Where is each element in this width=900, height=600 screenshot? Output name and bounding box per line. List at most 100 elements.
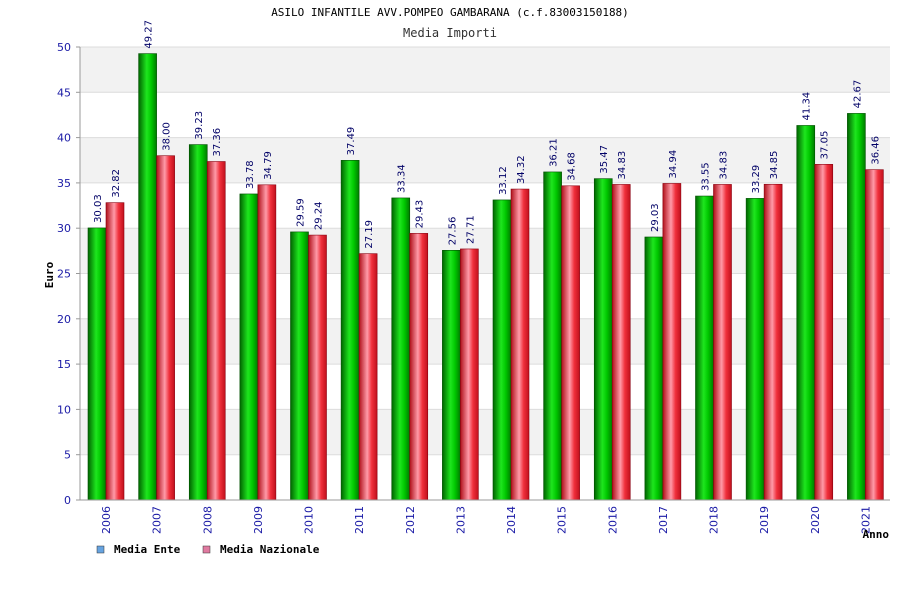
plot-band [80, 47, 890, 93]
value-label-media-ente-2008: 39.23 [194, 111, 205, 140]
y-axis-title: Euro [43, 261, 56, 288]
y-tick-label: 35 [57, 177, 71, 190]
bars [87, 53, 884, 501]
x-axis-title: Anno [863, 528, 890, 541]
value-label-media-nazionale-2017: 34.94 [668, 150, 679, 179]
bar-media-nazionale-2008 [206, 161, 226, 501]
x-tick-label-2008: 2008 [201, 506, 214, 534]
value-label-media-nazionale-2014: 34.32 [516, 155, 527, 184]
x-tick-label-2021: 2021 [859, 506, 872, 534]
x-tick-label-2007: 2007 [151, 506, 164, 534]
value-label-media-ente-2019: 33.29 [751, 165, 762, 194]
value-label-media-ente-2018: 33.55 [701, 162, 712, 191]
value-label-media-nazionale-2021: 36.46 [870, 136, 881, 165]
bar-media-nazionale-2013 [460, 248, 479, 501]
bar-media-ente-2021 [847, 113, 866, 501]
value-label-media-nazionale-2018: 34.83 [719, 151, 730, 180]
x-tick-label-2006: 2006 [100, 506, 113, 534]
chart-subtitle: Media Importi [403, 26, 497, 40]
value-label-media-ente-2009: 33.78 [245, 160, 256, 189]
bar-media-ente-2010 [290, 231, 309, 501]
x-tick-label-2016: 2016 [606, 506, 619, 534]
legend-label-media-ente: Media Ente [114, 543, 181, 556]
bar-media-nazionale-2011 [358, 253, 378, 501]
y-tick-label: 30 [57, 222, 71, 235]
bar-media-nazionale-2014 [510, 188, 530, 501]
bar-media-ente-2017 [644, 236, 664, 501]
bar-media-ente-2007 [138, 53, 157, 501]
value-label-media-nazionale-2012: 29.43 [415, 200, 426, 229]
y-tick-label: 15 [57, 358, 71, 371]
value-label-media-nazionale-2013: 27.71 [465, 215, 476, 244]
bar-media-ente-2015 [543, 171, 562, 501]
value-label-media-ente-2010: 29.59 [296, 198, 307, 227]
y-tick-label: 40 [57, 132, 71, 145]
value-label-media-nazionale-2008: 37.36 [212, 128, 223, 157]
bar-media-nazionale-2015 [561, 185, 580, 501]
bar-media-ente-2014 [492, 199, 512, 501]
x-tick-label-2019: 2019 [758, 506, 771, 534]
x-tick-label-2012: 2012 [404, 506, 417, 534]
y-tick-label: 0 [64, 494, 71, 507]
legend-swatch-media-nazionale [202, 545, 211, 554]
value-label-media-ente-2014: 33.12 [498, 166, 509, 195]
y-tick-label: 10 [57, 403, 71, 416]
value-label-media-ente-2011: 37.49 [346, 127, 357, 156]
bar-media-nazionale-2021 [865, 169, 884, 501]
value-label-media-nazionale-2015: 34.68 [567, 152, 578, 181]
y-tick-label: 50 [57, 41, 71, 54]
value-label-media-ente-2021: 42.67 [852, 80, 863, 109]
bar-media-nazionale-2009 [257, 184, 277, 501]
x-tick-label-2011: 2011 [353, 506, 366, 534]
value-label-media-ente-2015: 36.21 [549, 138, 560, 167]
value-label-media-ente-2006: 30.03 [93, 194, 104, 223]
bar-media-ente-2008 [188, 144, 208, 501]
value-label-media-nazionale-2006: 32.82 [111, 169, 122, 198]
x-tick-label-2018: 2018 [708, 506, 721, 534]
y-tick-label: 25 [57, 268, 71, 281]
x-tick-label-2013: 2013 [454, 506, 467, 534]
bar-media-nazionale-2007 [156, 155, 175, 501]
value-label-media-nazionale-2011: 27.19 [364, 220, 375, 249]
x-tick-label-2020: 2020 [809, 506, 822, 534]
bar-media-nazionale-2010 [308, 234, 327, 501]
x-axis-ticks: 2006 2007 2008 2009 2010 2011 2012 2013 2014 2015… [100, 506, 872, 534]
bar-media-nazionale-2017 [662, 183, 682, 501]
bar-media-ente-2020 [796, 125, 816, 501]
y-tick-label: 5 [64, 449, 71, 462]
value-label-media-nazionale-2010: 29.24 [314, 201, 325, 230]
x-tick-label-2010: 2010 [303, 506, 316, 534]
bar-media-nazionale-2006 [105, 202, 125, 501]
x-tick-label-2017: 2017 [657, 506, 670, 534]
legend-label-media-nazionale: Media Nazionale [220, 543, 320, 556]
value-label-media-nazionale-2007: 38.00 [162, 122, 173, 151]
value-label-media-nazionale-2019: 34.85 [769, 151, 780, 180]
value-label-media-ente-2016: 35.47 [599, 145, 610, 174]
bar-media-ente-2019 [745, 198, 765, 501]
bar-media-ente-2013 [442, 250, 461, 501]
y-axis-ticks: 0 5 10 15 20 25 30 35 40 45 50 [57, 41, 80, 507]
x-tick-label-2015: 2015 [556, 506, 569, 534]
x-tick-label-2009: 2009 [252, 506, 265, 534]
value-label-media-nazionale-2009: 34.79 [263, 151, 274, 180]
bar-media-ente-2011 [340, 160, 360, 501]
legend: Media Ente Media Nazionale [96, 543, 320, 556]
value-label-media-ente-2020: 41.34 [802, 92, 813, 121]
bar-media-nazionale-2020 [814, 164, 834, 501]
value-label-media-nazionale-2020: 37.05 [820, 131, 831, 160]
value-label-media-ente-2012: 33.34 [397, 164, 408, 193]
legend-swatch-media-ente [96, 545, 105, 554]
value-label-media-ente-2013: 27.56 [447, 217, 458, 246]
value-label-media-ente-2007: 49.27 [144, 20, 155, 49]
bar-media-nazionale-2016 [611, 184, 631, 501]
bar-media-ente-2009 [239, 193, 259, 501]
bar-media-ente-2012 [391, 197, 411, 501]
value-label-media-nazionale-2016: 34.83 [617, 151, 628, 180]
bar-media-ente-2018 [695, 195, 714, 501]
value-labels: 30.03 32.82 49.27 38.00 39.23 37.36 33.78 34.79… [93, 20, 881, 249]
value-label-media-ente-2017: 29.03 [650, 203, 661, 232]
y-tick-label: 20 [57, 313, 71, 326]
plot-band [80, 92, 890, 138]
y-tick-label: 45 [57, 86, 71, 99]
